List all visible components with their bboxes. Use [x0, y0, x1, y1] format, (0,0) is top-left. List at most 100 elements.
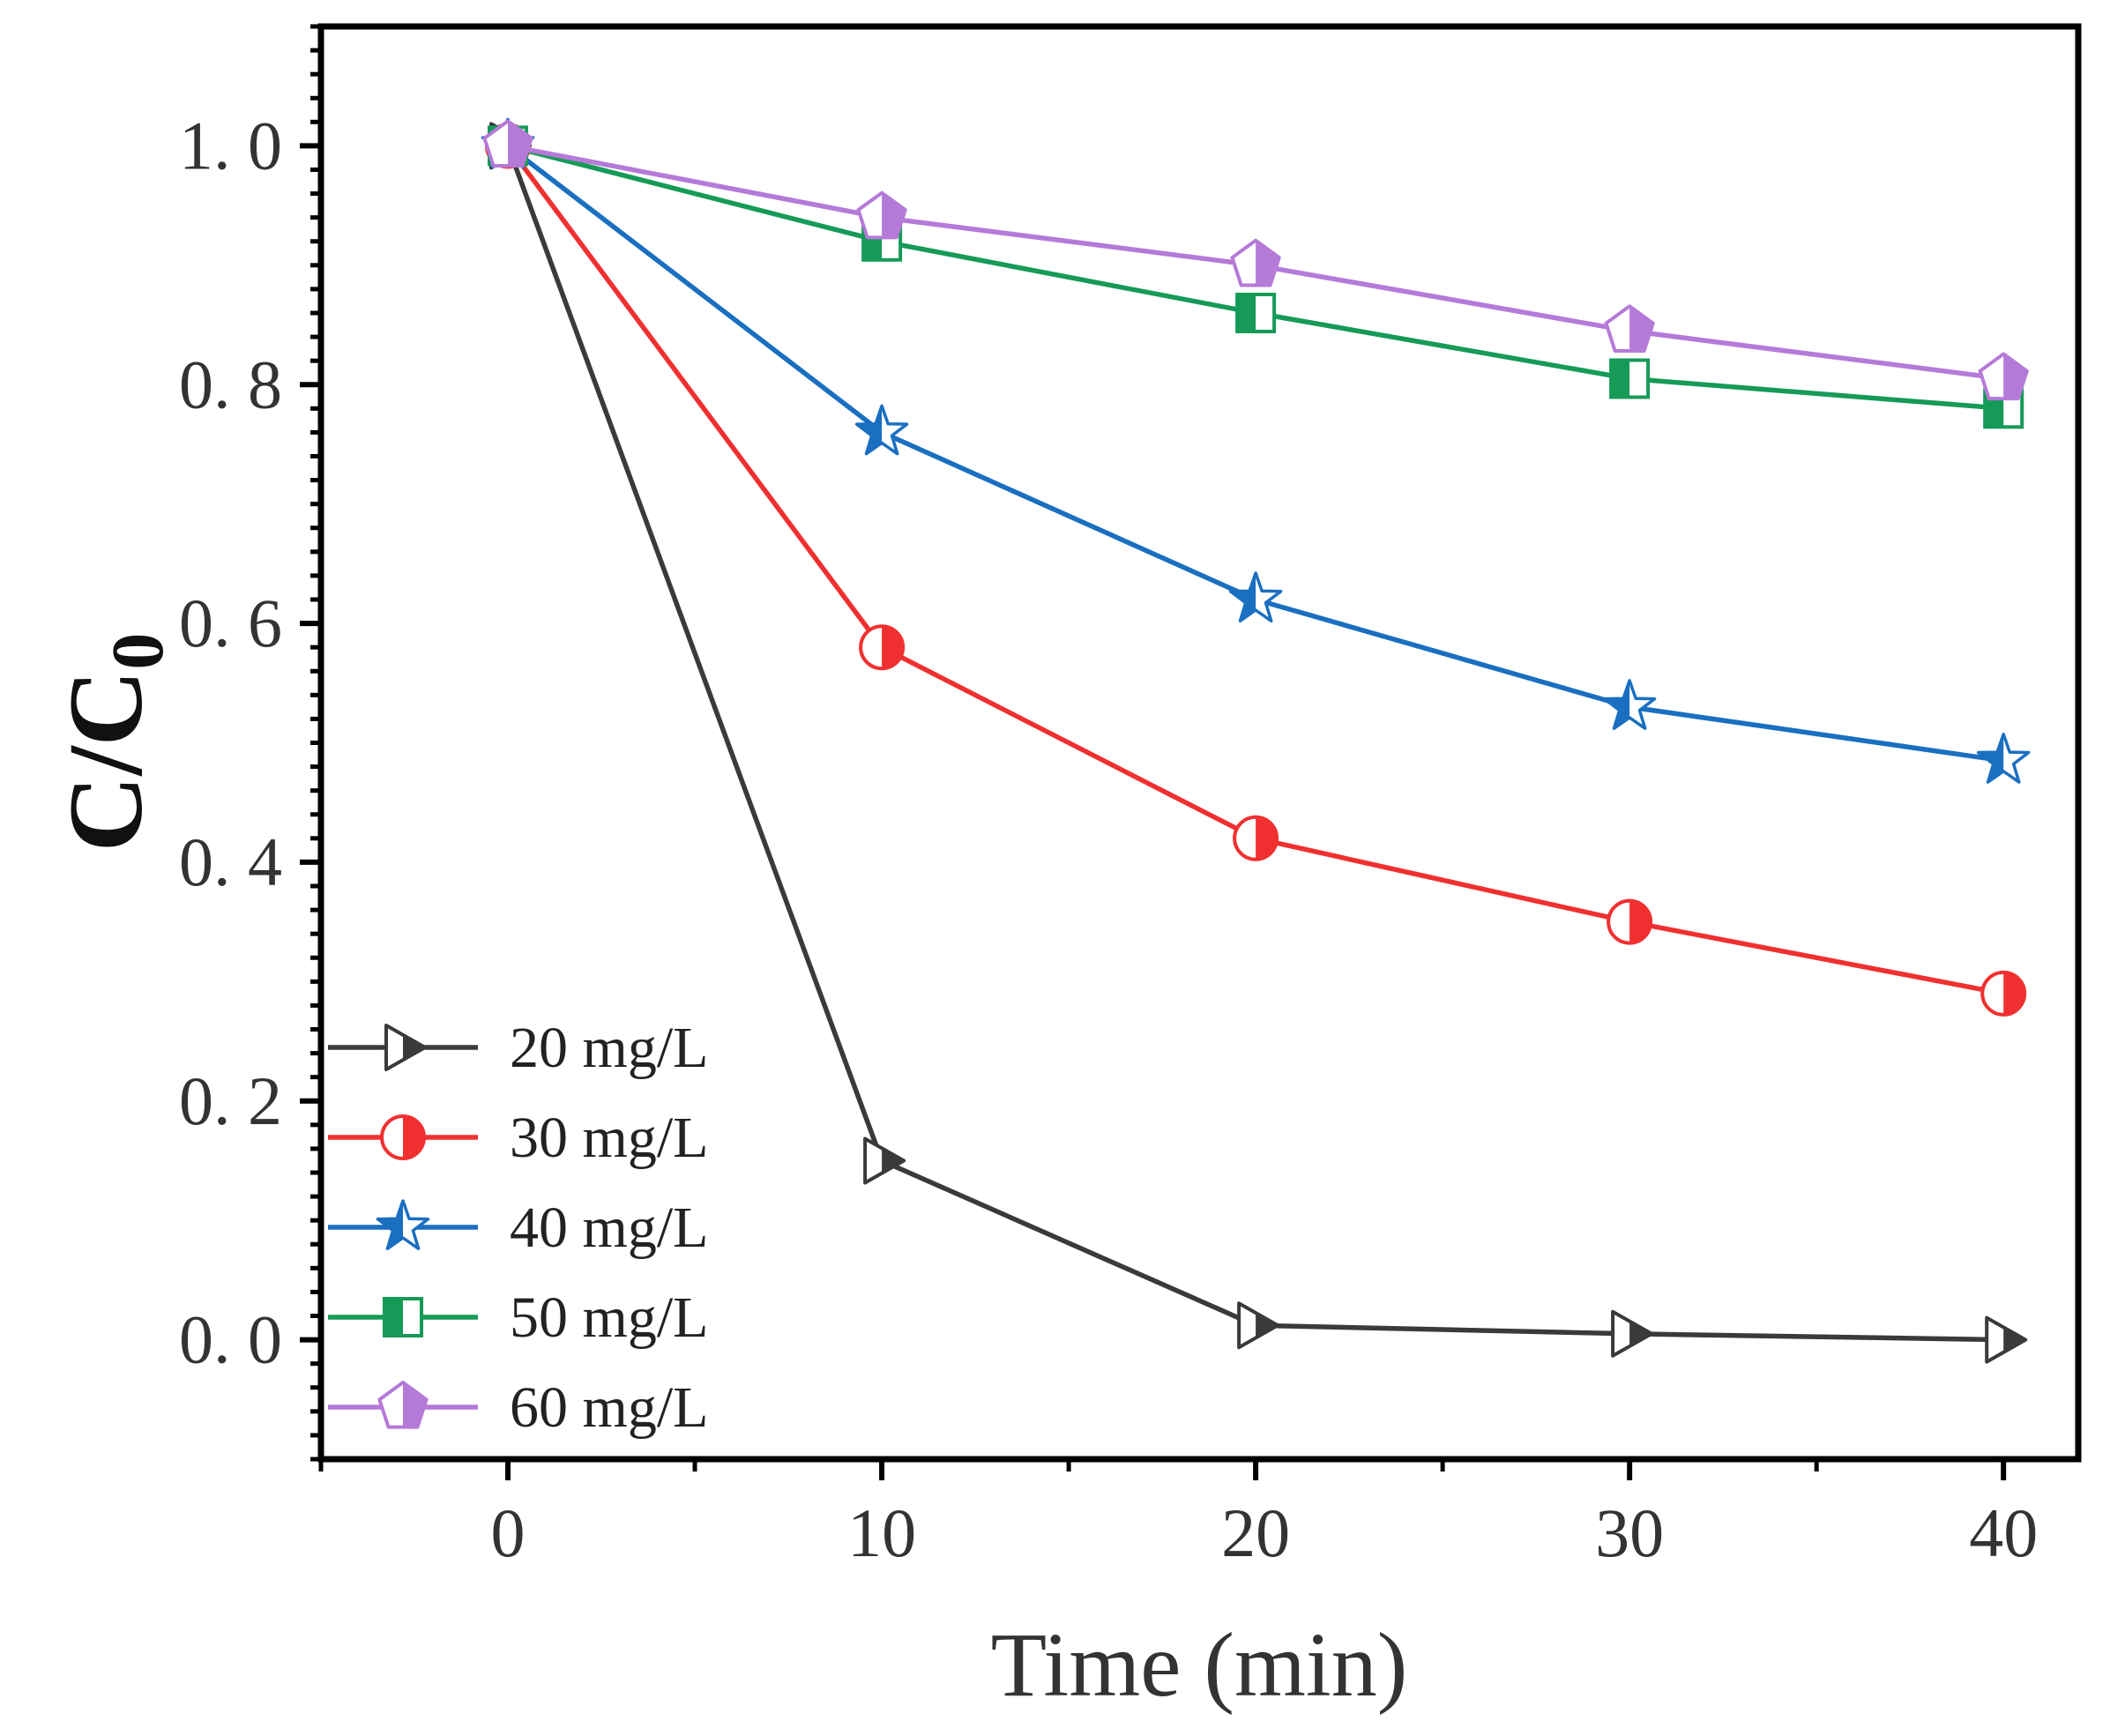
marker-fill-color	[1230, 573, 1256, 622]
legend: 20 mg/L 30 mg/L 40 mg/L 50 mg/L 60 mg/L	[328, 1016, 709, 1440]
data-point	[1976, 733, 2031, 784]
marker-fill-color	[882, 626, 904, 669]
marker-outline	[856, 190, 907, 240]
data-point	[1237, 1301, 1280, 1350]
legend-marker	[383, 1297, 423, 1337]
legend-label: 30 mg/L	[510, 1106, 709, 1170]
marker-outline	[854, 404, 909, 456]
marker-outline	[1985, 1315, 2028, 1364]
marker-fill-color	[1256, 1313, 1279, 1338]
legend-item: 60 mg/L	[328, 1375, 709, 1440]
y-tick-label: 0. 6	[179, 585, 282, 661]
marker-fill-color	[1604, 680, 1630, 729]
legend-label: 60 mg/L	[510, 1375, 709, 1440]
x-tick-label: 20	[1221, 1494, 1290, 1571]
series-line	[506, 144, 2004, 764]
x-axis-title: Time (min)	[991, 1614, 1408, 1716]
series-2	[485, 123, 2027, 1017]
marker-fill-color	[2003, 972, 2025, 1015]
marker-fill-color	[403, 1116, 424, 1159]
marker-outline	[482, 119, 533, 168]
legend-item: 20 mg/L	[328, 1016, 709, 1080]
marker-outline	[384, 1024, 427, 1071]
x-tick-label: 30	[1595, 1494, 1664, 1571]
marker-fill-color	[1629, 900, 1651, 943]
marker-outline	[1237, 1301, 1280, 1350]
marker-fill-color	[384, 1299, 403, 1336]
data-point	[1228, 571, 1283, 623]
legend-marker	[384, 1024, 427, 1071]
series-3	[481, 117, 2031, 784]
data-point	[482, 119, 533, 168]
marker-outline	[1602, 679, 1657, 730]
data-point	[1233, 815, 1279, 861]
legend-marker	[377, 1381, 429, 1429]
data-point	[1609, 358, 1651, 399]
legend-label: 40 mg/L	[510, 1196, 709, 1260]
marker-outline	[1609, 358, 1651, 399]
marker-outline	[376, 1199, 430, 1251]
data-point	[854, 404, 909, 456]
y-tick-label: 0. 4	[179, 823, 282, 900]
marker-fill-color	[1611, 360, 1630, 398]
marker-fill-color	[856, 406, 883, 454]
marker-outline	[380, 1114, 426, 1160]
data-point	[1985, 1315, 2028, 1364]
marker-fill-color	[882, 1148, 905, 1173]
marker-fill-color	[1629, 1321, 1652, 1347]
data-point	[856, 190, 907, 240]
y-tick-label: 0. 2	[179, 1062, 282, 1139]
data-point	[1602, 679, 1657, 730]
y-axis-title-main: C/C	[47, 670, 164, 853]
marker-fill-color	[1978, 734, 2004, 783]
data-point	[1604, 304, 1655, 353]
marker-outline	[1980, 970, 2027, 1017]
marker-outline	[863, 1136, 906, 1185]
marker-outline	[377, 1381, 429, 1429]
marker-outline	[1607, 898, 1653, 945]
series-layer	[481, 117, 2031, 1364]
x-tick-label: 0	[491, 1494, 526, 1571]
marker-outline	[1604, 304, 1655, 353]
data-point	[863, 1136, 906, 1185]
marker-fill-color	[377, 1201, 403, 1249]
marker-outline	[1978, 352, 2029, 401]
data-point	[859, 624, 906, 671]
marker-outline	[1611, 1309, 1654, 1358]
data-point	[1978, 352, 2029, 401]
data-point	[1235, 293, 1277, 333]
legend-label: 50 mg/L	[510, 1285, 709, 1350]
marker-outline	[383, 1297, 423, 1337]
legend-item: 40 mg/L	[328, 1196, 709, 1260]
marker-fill-color	[2003, 1327, 2026, 1352]
legend-marker	[376, 1199, 430, 1251]
marker-outline	[1235, 293, 1277, 333]
marker-outline	[1233, 815, 1279, 861]
data-point	[1611, 1309, 1654, 1358]
svg-text:C/C0: C/C0	[47, 633, 179, 853]
legend-item: 30 mg/L	[328, 1106, 709, 1170]
legend-item: 50 mg/L	[328, 1285, 709, 1350]
marker-fill-color	[1237, 294, 1256, 332]
series-5	[482, 119, 2029, 401]
axis-ticks: 0 10 20 30 40 0. 0 0. 2 0. 4 0. 6 0. 8 1. 0	[179, 24, 2038, 1571]
y-tick-label: 0. 0	[179, 1301, 282, 1378]
legend-label: 20 mg/L	[510, 1016, 709, 1080]
marker-fill-color	[1256, 816, 1278, 860]
marker-outline	[1230, 238, 1281, 287]
data-point	[1980, 970, 2027, 1017]
y-tick-label: 0. 8	[179, 346, 282, 422]
marker-fill-color	[403, 1034, 425, 1061]
y-tick-label: 1. 0	[179, 107, 282, 183]
y-axis-title-subscript: 0	[97, 633, 179, 670]
series-4	[488, 125, 2024, 429]
x-tick-label: 10	[847, 1494, 916, 1571]
marker-outline	[1976, 733, 2031, 784]
marker-outline	[859, 624, 906, 671]
y-axis-title: C/C0	[47, 633, 179, 853]
marker-outline	[1228, 571, 1283, 623]
data-point	[1607, 898, 1653, 945]
data-point	[1230, 238, 1281, 287]
